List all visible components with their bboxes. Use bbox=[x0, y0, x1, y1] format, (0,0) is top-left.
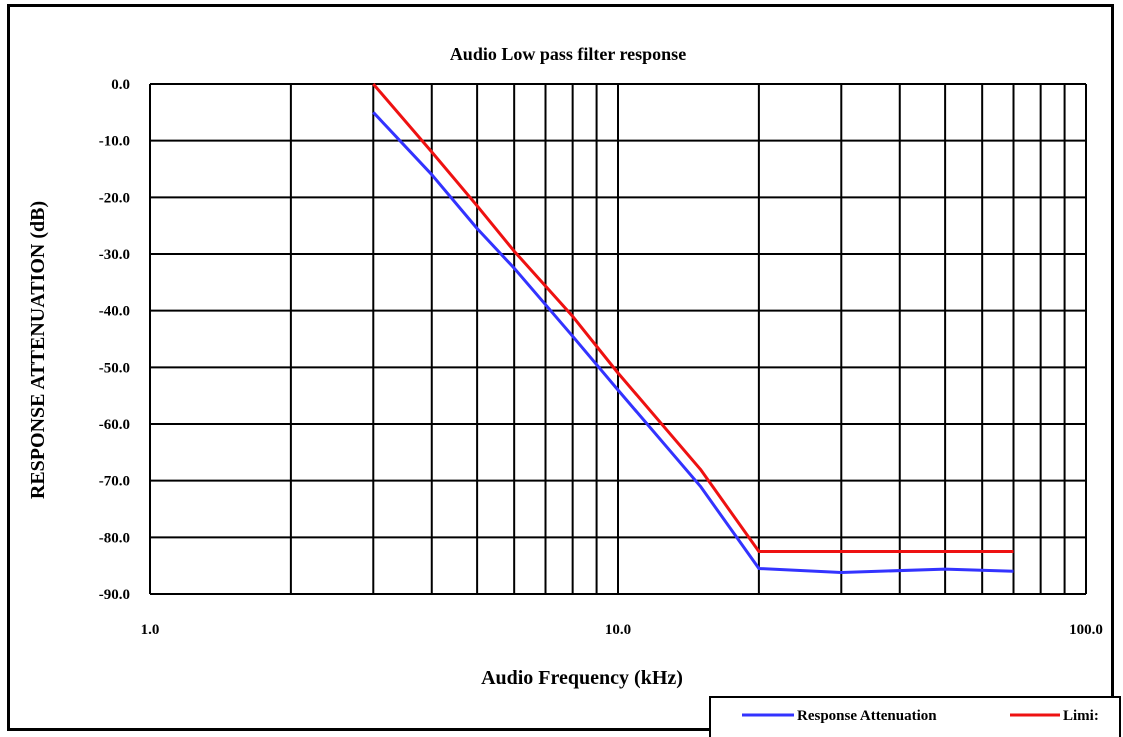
legend-label-limit: Limi: bbox=[1063, 708, 1099, 724]
x-tick-label: 100.0 bbox=[1069, 622, 1103, 638]
series-line-limit bbox=[372, 83, 1014, 553]
y-tick-label: -50.0 bbox=[99, 360, 130, 376]
legend: Response Attenuation Limi: bbox=[709, 696, 1121, 737]
y-tick-label: -80.0 bbox=[99, 530, 130, 546]
chart-title: Audio Low pass filter response bbox=[450, 44, 686, 64]
y-tick-label: -70.0 bbox=[99, 474, 130, 490]
y-tick-label: -30.0 bbox=[99, 247, 130, 263]
x-axis-title: Audio Frequency (kHz) bbox=[481, 667, 683, 689]
x-axis-ticks: 1.0 10.0 100.0 bbox=[141, 622, 1103, 638]
series-line-response-attenuation bbox=[372, 111, 1014, 574]
y-axis-title: RESPONSE ATTENUATION (dB) bbox=[27, 201, 49, 499]
legend-label-response: Response Attenuation bbox=[797, 708, 937, 724]
y-tick-label: -40.0 bbox=[99, 304, 130, 320]
series-layer bbox=[372, 83, 1014, 574]
y-tick-label: -20.0 bbox=[99, 190, 130, 206]
y-tick-label: -90.0 bbox=[99, 587, 130, 603]
y-tick-label: -10.0 bbox=[99, 134, 130, 150]
x-tick-label: 10.0 bbox=[605, 622, 631, 638]
y-tick-label: 0.0 bbox=[111, 77, 130, 93]
plot-grid bbox=[149, 83, 1087, 595]
legend-box bbox=[709, 696, 1121, 737]
x-tick-label: 1.0 bbox=[141, 622, 160, 638]
y-tick-label: -60.0 bbox=[99, 417, 130, 433]
y-axis-ticks: 0.0 -10.0 -20.0 -30.0 -40.0 -50.0 -60.0 -70.0 -8… bbox=[99, 77, 130, 603]
